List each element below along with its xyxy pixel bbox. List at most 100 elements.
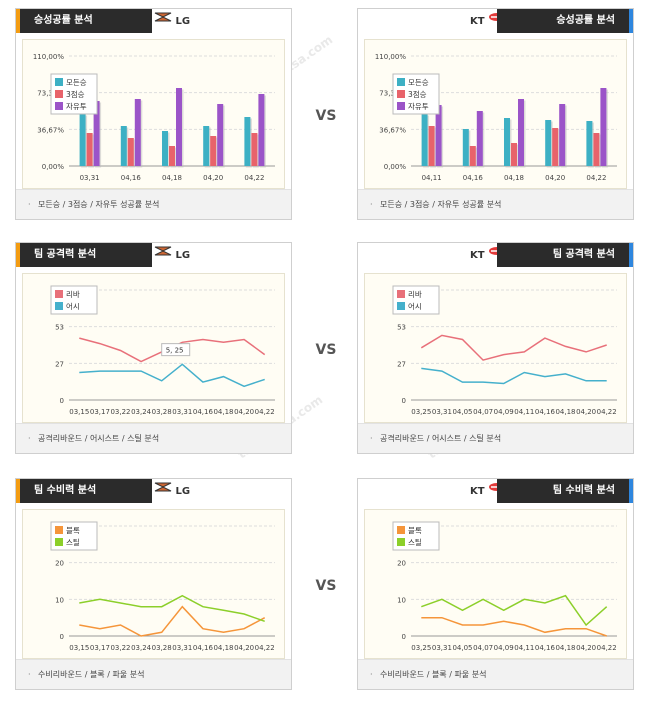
legend-swatch [397, 538, 405, 546]
legend-label: 모든승 [66, 78, 87, 87]
x-tick-label: 03,28 [152, 408, 172, 416]
panel-header: KT 승성공률 분석 [358, 9, 633, 33]
x-tick-label: 04,18 [555, 644, 575, 652]
x-tick-label: 04,18 [162, 174, 182, 182]
bar [169, 146, 175, 166]
y-tick-label: 110,00% [33, 53, 64, 61]
x-tick-label: 04,22 [597, 644, 617, 652]
chart-area: 027538003,1503,1703,2203,2403,2803,3104,… [22, 273, 285, 423]
x-tick-label: 03,17 [90, 408, 110, 416]
legend-label: 스틸 [408, 538, 422, 547]
x-tick-label: 04,16 [121, 174, 142, 182]
x-tick-label: 04,11 [422, 174, 442, 182]
bar [511, 143, 517, 166]
x-tick-label: 03,25 [411, 644, 431, 652]
series-line [79, 594, 265, 623]
x-tick-label: 03,31 [172, 644, 192, 652]
panel-defense-lg: 팀 수비력 분석 LG 010203003,1503,1703,2203,240… [15, 478, 292, 690]
legend-swatch [55, 302, 63, 310]
legend-label: 3점승 [408, 89, 427, 99]
x-tick-label: 04,09 [494, 644, 514, 652]
team-label: LG [154, 479, 190, 503]
legend-swatch [55, 538, 63, 546]
bar [86, 133, 93, 166]
x-tick-label: 04,09 [494, 408, 514, 416]
panel-header: 팀 수비력 분석 LG [16, 479, 291, 503]
bar [559, 104, 566, 166]
x-tick-label: 04,20 [576, 644, 596, 652]
legend-label: 모든승 [408, 78, 429, 87]
bar [162, 131, 168, 166]
series-line [79, 605, 266, 637]
bar [421, 114, 428, 166]
y-tick-label: 36,67% [37, 126, 64, 134]
x-tick-label: 04,22 [586, 174, 606, 182]
lg-logo-icon [154, 479, 172, 503]
x-tick-label: 04,16 [535, 408, 556, 416]
vs-label: VS [315, 578, 337, 594]
defense-line-chart: 010203003,1503,1703,2203,2403,2803,3104,… [50, 521, 275, 652]
legend-swatch [397, 290, 405, 298]
panel-title: 팀 공격력 분석 [16, 243, 152, 267]
x-tick-label: 04,22 [244, 174, 264, 182]
chart-area: 010203003,1503,1703,2203,2403,2803,3104,… [22, 509, 285, 659]
bar [93, 101, 100, 166]
y-tick-label: 20 [397, 560, 406, 568]
shooting-bar-chart: 0,00%36,67%73,33%110,00%04,1104,1604,180… [375, 53, 617, 182]
bar [586, 121, 593, 166]
legend-swatch [55, 290, 63, 298]
x-tick-label: 04,07 [473, 644, 493, 652]
y-tick-label: 10 [55, 596, 64, 604]
x-tick-label: 04,11 [514, 644, 534, 652]
panel-footer: 수비리바운드 / 블록 / 파울 분석 [358, 659, 633, 690]
bar [552, 128, 559, 166]
panel-footer: 공격리바운드 / 어시스트 / 스틸 분석 [16, 423, 291, 454]
offense-line-chart: 027538003,1503,1703,2203,2403,2803,3104,… [50, 285, 275, 416]
legend-swatch [397, 90, 405, 98]
y-tick-label: 10 [397, 596, 406, 604]
y-tick-label: 53 [55, 324, 64, 332]
legend-label: 리바 [66, 289, 80, 299]
chart-area: 027538003,2503,3104,0504,0704,0904,1104,… [364, 273, 627, 423]
x-tick-label: 03,22 [110, 644, 130, 652]
bar [435, 105, 442, 166]
y-tick-label: 27 [397, 360, 406, 368]
legend-label: 자유투 [66, 102, 87, 111]
x-tick-label: 03,15 [69, 644, 89, 652]
x-tick-label: 04,16 [463, 174, 484, 182]
bar [217, 104, 224, 166]
legend-swatch [397, 78, 405, 86]
bar [176, 88, 182, 166]
panel-title: 팀 수비력 분석 [497, 479, 633, 503]
bar [258, 94, 265, 166]
series-line [421, 594, 608, 627]
legend-label: 자유투 [408, 102, 429, 111]
panel-offense-lg: 팀 공격력 분석 LG 027538003,1503,1703,2203,240… [15, 242, 292, 454]
y-tick-label: 0 [402, 633, 406, 641]
x-tick-label: 04,18 [504, 174, 524, 182]
bar [476, 111, 483, 166]
bar [127, 138, 134, 166]
x-tick-label: 04,16 [193, 644, 214, 652]
x-tick-label: 04,22 [255, 644, 275, 652]
x-tick-label: 04,20 [576, 408, 596, 416]
offense-line-chart: 027538003,2503,3104,0504,0704,0904,1104,… [392, 285, 617, 416]
series-line [421, 367, 607, 385]
x-tick-label: 04,18 [213, 408, 233, 416]
y-tick-label: 27 [55, 360, 64, 368]
y-tick-label: 0 [60, 397, 64, 405]
x-tick-label: 04,20 [234, 408, 254, 416]
chart-area: 010203003,2503,3104,0504,0704,0904,1104,… [364, 509, 627, 659]
team-label: LG [154, 9, 190, 33]
bar [120, 126, 127, 166]
series-line [79, 363, 265, 388]
y-tick-label: 20 [55, 560, 64, 568]
bar [504, 118, 510, 166]
x-tick-label: 04,05 [452, 408, 472, 416]
bar [462, 129, 469, 166]
x-tick-label: 04,16 [193, 408, 214, 416]
